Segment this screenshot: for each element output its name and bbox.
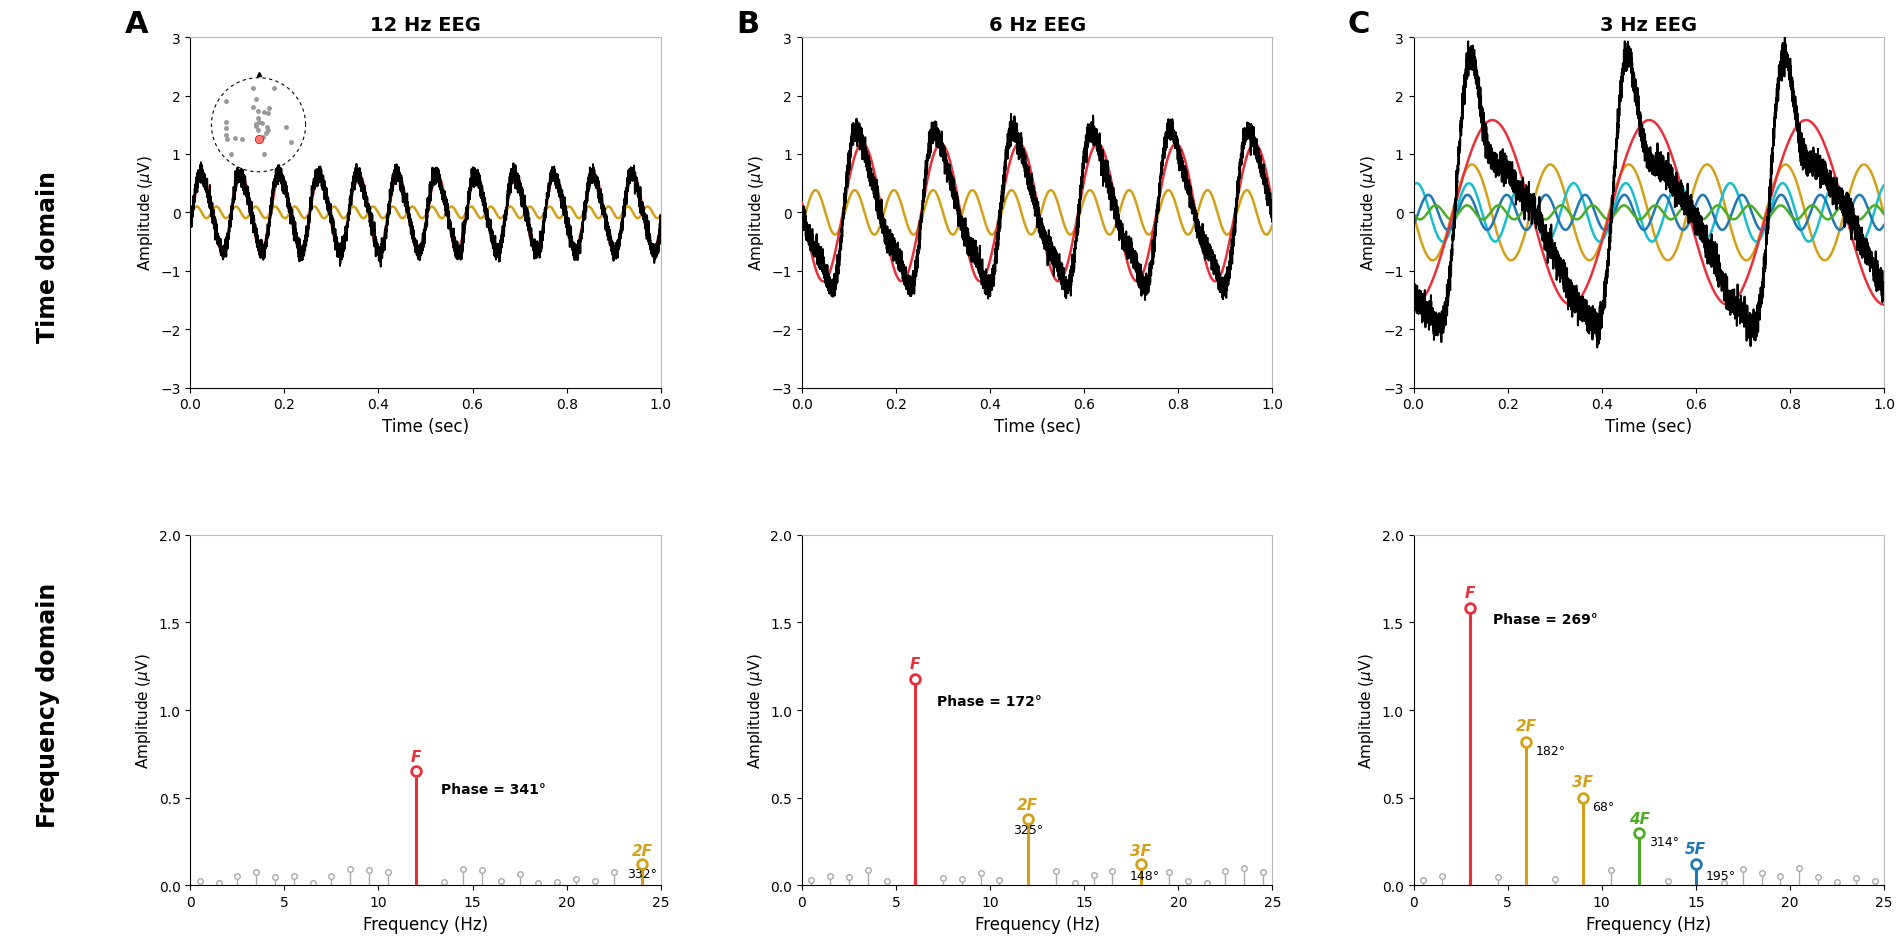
Text: 195°: 195° bbox=[1705, 869, 1736, 882]
X-axis label: Time (sec): Time (sec) bbox=[1604, 417, 1692, 435]
Text: 2F: 2F bbox=[632, 843, 653, 858]
Y-axis label: Amplitude ($\mu$V): Amplitude ($\mu$V) bbox=[748, 155, 767, 271]
Text: B: B bbox=[736, 10, 759, 39]
Text: Phase = 269°: Phase = 269° bbox=[1492, 612, 1597, 626]
Text: 5F: 5F bbox=[1686, 842, 1707, 857]
Text: 3F: 3F bbox=[1572, 774, 1593, 789]
Title: 6 Hz EEG: 6 Hz EEG bbox=[988, 16, 1087, 35]
Y-axis label: Amplitude ($\mu$V): Amplitude ($\mu$V) bbox=[135, 155, 154, 271]
Text: C: C bbox=[1347, 10, 1370, 39]
Text: 68°: 68° bbox=[1593, 801, 1614, 814]
Text: 182°: 182° bbox=[1536, 744, 1566, 758]
Text: F: F bbox=[1465, 585, 1475, 600]
Y-axis label: Amplitude ($\mu$V): Amplitude ($\mu$V) bbox=[1359, 155, 1378, 271]
Text: A: A bbox=[124, 10, 148, 39]
Text: 332°: 332° bbox=[626, 867, 657, 880]
Text: 3F: 3F bbox=[1130, 843, 1151, 858]
X-axis label: Time (sec): Time (sec) bbox=[993, 417, 1081, 435]
Y-axis label: Amplitude ($\mu$V): Amplitude ($\mu$V) bbox=[1357, 652, 1376, 768]
Text: 148°: 148° bbox=[1128, 869, 1159, 882]
Text: Time domain: Time domain bbox=[36, 171, 59, 343]
X-axis label: Frequency (Hz): Frequency (Hz) bbox=[363, 915, 487, 933]
Text: F: F bbox=[411, 749, 421, 764]
Text: 325°: 325° bbox=[1012, 823, 1043, 837]
X-axis label: Frequency (Hz): Frequency (Hz) bbox=[974, 915, 1100, 933]
Text: Phase = 172°: Phase = 172° bbox=[938, 695, 1043, 708]
Y-axis label: Amplitude ($\mu$V): Amplitude ($\mu$V) bbox=[133, 652, 152, 768]
Text: 314°: 314° bbox=[1648, 836, 1678, 848]
Text: Phase = 341°: Phase = 341° bbox=[441, 783, 546, 796]
Title: 12 Hz EEG: 12 Hz EEG bbox=[369, 16, 481, 35]
X-axis label: Frequency (Hz): Frequency (Hz) bbox=[1587, 915, 1711, 933]
Text: Frequency domain: Frequency domain bbox=[36, 582, 59, 827]
Y-axis label: Amplitude ($\mu$V): Amplitude ($\mu$V) bbox=[746, 652, 765, 768]
Text: 4F: 4F bbox=[1629, 811, 1650, 825]
X-axis label: Time (sec): Time (sec) bbox=[383, 417, 470, 435]
Text: 2F: 2F bbox=[1517, 718, 1538, 733]
Text: F: F bbox=[910, 657, 919, 672]
Text: 2F: 2F bbox=[1018, 797, 1039, 812]
Title: 3 Hz EEG: 3 Hz EEG bbox=[1600, 16, 1697, 35]
